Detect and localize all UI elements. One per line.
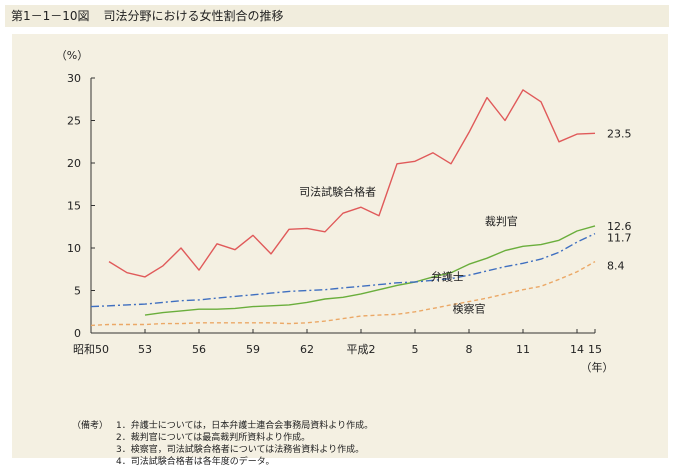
figure-title: 司法分野における女性割合の推移: [103, 9, 284, 23]
end-value-label-prosecutors: 8.4: [607, 260, 625, 273]
end-value-label-lawyers: 11.7: [607, 232, 632, 245]
series-line-exam_passers: [108, 89, 596, 278]
x-tick-label: 59: [246, 343, 260, 356]
note-item: 2．裁判官については最高裁判所資料より作成。: [116, 433, 311, 443]
y-tick-label: 0: [74, 327, 81, 340]
y-tick-label: 5: [74, 285, 81, 298]
x-tick-label: 8: [466, 343, 473, 356]
note-row: 4．司法試験合格者は各年度のデータ。: [72, 456, 672, 468]
x-tick-label: 62: [300, 343, 314, 356]
note-row: 3．検察官，司法試験合格者については法務省資料より作成。: [72, 444, 672, 456]
series-line-lawyers: [90, 232, 596, 308]
series-name-label-prosecutors: 検察官: [453, 302, 486, 316]
y-tick-label: 10: [67, 242, 81, 255]
series-line-prosecutors: [90, 260, 596, 327]
figure-number: 第1－1－10図: [11, 9, 90, 23]
x-tick-label: 昭和50: [73, 343, 109, 356]
y-tick-label: 25: [67, 115, 81, 128]
series-name-label-judges: 裁判官: [485, 214, 518, 228]
notes-heading: （備考）: [72, 421, 109, 431]
x-tick-label: 53: [138, 343, 152, 356]
notes: （備考） 1．弁護士については，日本弁護士連合会事務局資料より作成。 2．裁判官…: [72, 420, 672, 468]
note-row: 2．裁判官については最高裁判所資料より作成。: [72, 432, 672, 444]
x-tick-label: 15: [588, 343, 602, 356]
y-axis-unit: （%）: [56, 49, 88, 62]
line-chart: 0 5 10 15 20 25 30 （%） 昭和50 53 56 59 62 平成2 5 8 11 14 15 （年…: [56, 49, 632, 374]
y-tick-label: 15: [67, 200, 81, 213]
note-item: 3．検察官，司法試験合格者については法務省資料より作成。: [116, 445, 365, 455]
series-name-label-lawyers: 弁護士: [431, 269, 464, 283]
note-item: 4．司法試験合格者は各年度のデータ。: [116, 457, 275, 467]
x-tick-label: 平成2: [347, 343, 376, 356]
y-tick-label: 30: [67, 72, 81, 85]
chart-panel: 0 5 10 15 20 25 30 （%） 昭和50 53 56 59 62 平成2 5 8 11 14 15 （年…: [12, 34, 668, 467]
y-tick-label: 20: [67, 157, 81, 170]
x-tick-label: 5: [412, 343, 419, 356]
figure-title-bar: 第1－1－10図 司法分野における女性割合の推移: [5, 5, 669, 27]
end-value-label-judges: 12.6: [607, 220, 632, 233]
end-value-label-exam_passers: 23.5: [607, 127, 632, 140]
series-line-judges: [144, 225, 596, 316]
series-name-label-exam_passers: 司法試験合格者: [299, 184, 376, 198]
note-row: （備考） 1．弁護士については，日本弁護士連合会事務局資料より作成。: [72, 420, 672, 432]
note-item: 1．弁護士については，日本弁護士連合会事務局資料より作成。: [116, 421, 374, 431]
x-tick-label: 56: [192, 343, 206, 356]
x-axis-unit: （年）: [581, 360, 614, 374]
x-tick-label: 11: [516, 343, 530, 356]
x-tick-label: 14: [570, 343, 584, 356]
